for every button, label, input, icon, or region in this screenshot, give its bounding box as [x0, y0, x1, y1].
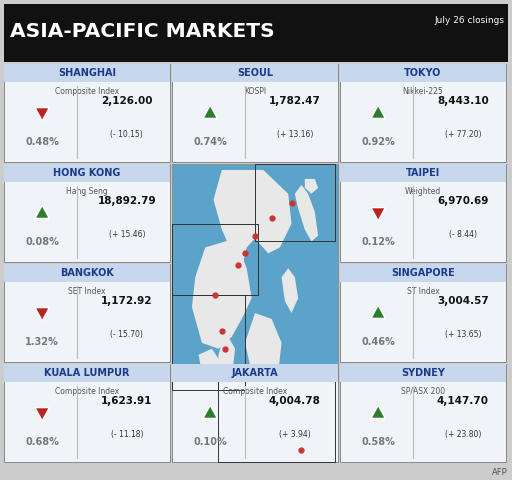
Polygon shape	[192, 239, 252, 349]
FancyBboxPatch shape	[340, 364, 506, 462]
Text: SP/ASX 200: SP/ASX 200	[401, 386, 445, 396]
Text: 1,172.92: 1,172.92	[101, 296, 153, 306]
Text: 3,004.57: 3,004.57	[437, 296, 489, 306]
Text: SET Index: SET Index	[68, 287, 106, 296]
Text: Nikkei-225: Nikkei-225	[402, 86, 443, 96]
Text: 8,443.10: 8,443.10	[437, 96, 489, 106]
Polygon shape	[282, 268, 298, 313]
FancyBboxPatch shape	[340, 264, 506, 282]
Polygon shape	[295, 185, 318, 241]
FancyBboxPatch shape	[172, 364, 338, 462]
FancyBboxPatch shape	[4, 4, 508, 62]
FancyBboxPatch shape	[4, 264, 170, 362]
Text: 1,782.47: 1,782.47	[269, 96, 321, 106]
FancyBboxPatch shape	[4, 64, 170, 82]
FancyBboxPatch shape	[4, 364, 170, 462]
Text: (- 11.18): (- 11.18)	[111, 430, 143, 439]
Text: (+ 13.16): (+ 13.16)	[276, 130, 313, 139]
Text: SHANGHAI: SHANGHAI	[58, 68, 116, 78]
Polygon shape	[35, 408, 49, 421]
Polygon shape	[203, 105, 218, 119]
Polygon shape	[219, 337, 235, 391]
Text: SINGAPORE: SINGAPORE	[391, 268, 455, 278]
Polygon shape	[371, 105, 386, 119]
Text: KOSPI: KOSPI	[244, 86, 266, 96]
Polygon shape	[305, 179, 318, 194]
Text: July 26 closings: July 26 closings	[434, 16, 504, 25]
Text: 2,126.00: 2,126.00	[101, 96, 153, 106]
Text: (- 8.44): (- 8.44)	[449, 230, 477, 239]
FancyBboxPatch shape	[4, 264, 170, 282]
Text: ASIA-PACIFIC MARKETS: ASIA-PACIFIC MARKETS	[10, 23, 274, 41]
Text: 1.32%: 1.32%	[25, 337, 59, 348]
Text: Hang Seng: Hang Seng	[66, 187, 108, 195]
Text: (+ 13.65): (+ 13.65)	[444, 330, 481, 339]
Polygon shape	[288, 384, 331, 414]
FancyBboxPatch shape	[172, 64, 338, 162]
FancyBboxPatch shape	[4, 64, 170, 162]
Polygon shape	[35, 108, 49, 121]
Polygon shape	[371, 305, 386, 318]
Text: TOKYO: TOKYO	[404, 68, 442, 78]
Text: 6,970.69: 6,970.69	[437, 196, 488, 206]
FancyBboxPatch shape	[172, 64, 338, 82]
Text: Composite Index: Composite Index	[223, 386, 287, 396]
FancyBboxPatch shape	[340, 264, 506, 362]
FancyBboxPatch shape	[172, 364, 338, 382]
Text: 0.74%: 0.74%	[194, 137, 227, 147]
FancyBboxPatch shape	[340, 164, 506, 182]
FancyBboxPatch shape	[340, 364, 506, 382]
Text: (- 10.15): (- 10.15)	[111, 130, 143, 139]
FancyBboxPatch shape	[340, 164, 506, 262]
Polygon shape	[255, 372, 335, 444]
Text: 0.48%: 0.48%	[25, 137, 59, 147]
Text: Weighted: Weighted	[405, 187, 441, 195]
Polygon shape	[245, 313, 282, 384]
Text: ST Index: ST Index	[407, 287, 439, 296]
Text: KUALA LUMPUR: KUALA LUMPUR	[44, 368, 130, 378]
FancyBboxPatch shape	[4, 164, 170, 182]
Text: (+ 23.80): (+ 23.80)	[444, 430, 481, 439]
Text: 4,147.70: 4,147.70	[437, 396, 489, 406]
Polygon shape	[199, 349, 255, 408]
Text: 4,004.78: 4,004.78	[269, 396, 321, 406]
FancyBboxPatch shape	[340, 64, 506, 82]
Text: TAIPEI: TAIPEI	[406, 168, 440, 178]
Text: 0.08%: 0.08%	[25, 238, 59, 247]
Text: 0.12%: 0.12%	[361, 238, 395, 247]
FancyBboxPatch shape	[172, 164, 338, 462]
Polygon shape	[203, 405, 218, 419]
Text: HONG KONG: HONG KONG	[53, 168, 121, 178]
Text: Composite Index: Composite Index	[55, 86, 119, 96]
Text: 18,892.79: 18,892.79	[97, 196, 156, 206]
Text: 0.46%: 0.46%	[361, 337, 395, 348]
Text: 0.92%: 0.92%	[361, 137, 395, 147]
Polygon shape	[35, 205, 49, 218]
FancyBboxPatch shape	[340, 64, 506, 162]
Text: 1,623.91: 1,623.91	[101, 396, 153, 406]
Text: AFP: AFP	[492, 468, 508, 477]
Text: 0.68%: 0.68%	[25, 437, 59, 447]
FancyBboxPatch shape	[4, 164, 170, 262]
Text: 0.58%: 0.58%	[361, 437, 395, 447]
Text: (+ 3.94): (+ 3.94)	[279, 430, 311, 439]
Text: (+ 15.46): (+ 15.46)	[109, 230, 145, 239]
Text: BANGKOK: BANGKOK	[60, 268, 114, 278]
Polygon shape	[242, 396, 291, 420]
Text: SYDNEY: SYDNEY	[401, 368, 445, 378]
Text: JAKARTA: JAKARTA	[232, 368, 279, 378]
Text: 0.10%: 0.10%	[194, 437, 227, 447]
Text: SEOUL: SEOUL	[237, 68, 273, 78]
Text: Composite Index: Composite Index	[55, 386, 119, 396]
Polygon shape	[214, 170, 291, 268]
Text: (+ 77.20): (+ 77.20)	[444, 130, 481, 139]
Polygon shape	[371, 208, 386, 221]
Polygon shape	[371, 405, 386, 419]
Text: (- 15.70): (- 15.70)	[111, 330, 143, 339]
Polygon shape	[35, 308, 49, 321]
FancyBboxPatch shape	[4, 364, 170, 382]
